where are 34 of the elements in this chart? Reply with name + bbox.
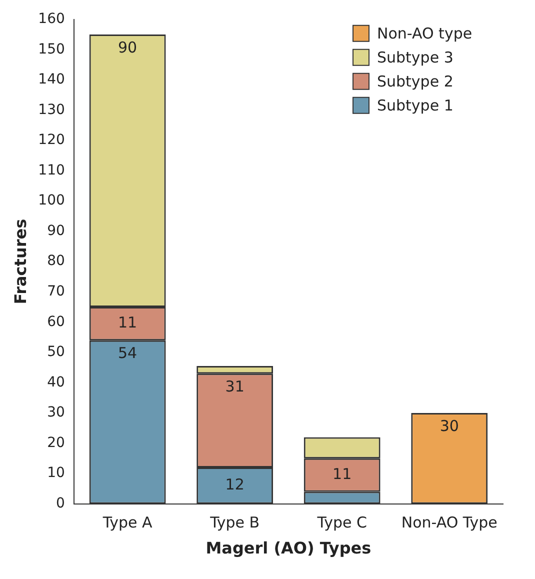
data-label: 11 [332, 464, 352, 483]
y-tick-label: 110 [38, 162, 65, 178]
data-label: 12 [225, 476, 244, 494]
x-tick-label: Type B [209, 514, 260, 532]
y-axis-title: Fractures [10, 218, 30, 304]
y-tick-label: 20 [47, 434, 65, 451]
legend-label: Non-AO type [377, 24, 472, 42]
y-tick-label: 70 [47, 284, 65, 300]
x-tick-label: Type C [316, 514, 367, 532]
y-tick-label: 140 [38, 72, 65, 88]
data-label: 90 [118, 38, 138, 56]
y-tick-label: 80 [47, 253, 65, 270]
x-tick-label: Non-AO Type [401, 514, 498, 532]
x-tick-label: Type A [102, 514, 154, 532]
y-tick-label: 40 [47, 374, 65, 390]
y-tick-label: 60 [47, 314, 65, 330]
data-label: 54 [118, 344, 138, 362]
y-tick-label: 130 [38, 102, 65, 118]
legend-label: Subtype 2 [377, 72, 454, 90]
y-tick-label: 120 [38, 132, 65, 148]
y-tick-label: 50 [47, 344, 65, 360]
y-tick-label: 30 [47, 404, 65, 421]
y-tick-label: 160 [38, 11, 65, 28]
legend-label: Subtype 3 [377, 48, 454, 66]
y-tick-label: 10 [47, 465, 65, 482]
data-label: 31 [225, 378, 244, 396]
data-label: 30 [440, 416, 459, 435]
y-tick-label: 100 [38, 192, 65, 209]
y-tick-label: 90 [47, 222, 65, 239]
y-tick-label: 150 [38, 41, 65, 58]
x-axis-title: Magerl (AO) Types [206, 538, 372, 558]
legend-label: Subtype 1 [377, 96, 454, 114]
data-label: 11 [118, 314, 138, 332]
y-tick-label: 0 [56, 495, 65, 512]
